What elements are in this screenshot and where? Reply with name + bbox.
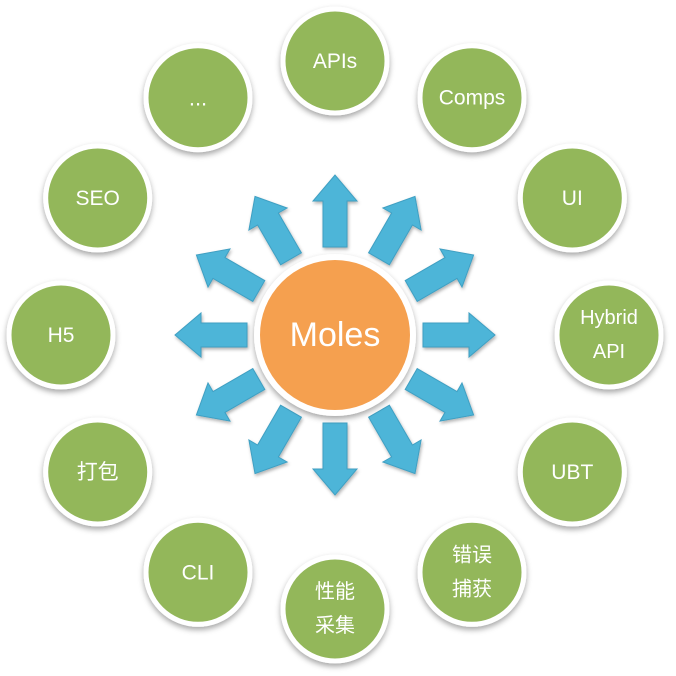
node-label-apis: APIs xyxy=(313,50,357,73)
node-circle-apis xyxy=(280,6,390,116)
arrow-seo xyxy=(195,248,266,303)
node-label-hybrid: Hybrid API xyxy=(580,307,638,363)
arrow-cli xyxy=(248,404,303,475)
arrow-perf xyxy=(311,422,359,496)
node-circle-error xyxy=(417,517,527,627)
node-label-error: 错误捕获 xyxy=(452,543,492,600)
node-comps: Comps xyxy=(417,43,527,153)
node-more: ... xyxy=(143,43,253,153)
arrow-pack xyxy=(195,367,266,422)
node-apis: APIs xyxy=(280,6,390,116)
node-circle-comps xyxy=(417,43,527,153)
node-label-pack: 打包 xyxy=(77,461,119,484)
node-label-cli: CLI xyxy=(182,561,215,584)
node-seo: SEO xyxy=(43,143,153,253)
arrows-layer xyxy=(174,174,496,496)
arrow-apis xyxy=(311,174,359,248)
arrow-more xyxy=(248,195,303,266)
node-label-h5: H5 xyxy=(48,324,75,347)
node-pack: 打包 xyxy=(43,417,153,527)
node-circle-seo xyxy=(43,143,153,253)
arrow-ui xyxy=(404,248,475,303)
node-hybrid: Hybrid API xyxy=(554,280,664,390)
node-circle-ui xyxy=(517,143,627,253)
node-ui: UI xyxy=(517,143,627,253)
node-circle-hybrid xyxy=(554,280,664,390)
arrow-comps xyxy=(367,195,422,266)
node-error: 错误捕获 xyxy=(417,517,527,627)
arrow-hybrid xyxy=(422,311,496,359)
arrow-h5 xyxy=(174,311,248,359)
node-cli: CLI xyxy=(143,517,253,627)
node-h5: H5 xyxy=(6,280,116,390)
node-circle-more xyxy=(143,43,253,153)
center-label: Moles xyxy=(290,316,381,354)
node-circle-h5 xyxy=(6,280,116,390)
node-circle-perf xyxy=(280,554,390,664)
arrow-ubt xyxy=(404,367,475,422)
node-circle-cli xyxy=(143,517,253,627)
node-label-comps: Comps xyxy=(439,86,506,109)
node-perf: 性能采集 xyxy=(280,554,390,664)
node-circle-pack xyxy=(43,417,153,527)
node-ubt: UBT xyxy=(517,417,627,527)
arrow-error xyxy=(367,404,422,475)
center-node: Moles xyxy=(254,254,416,416)
node-label-perf: 性能采集 xyxy=(315,580,355,637)
node-label-ubt: UBT xyxy=(551,461,593,484)
node-circle-ubt xyxy=(517,417,627,527)
node-label-seo: SEO xyxy=(76,187,120,210)
node-label-more: ... xyxy=(189,85,207,110)
center-circle xyxy=(254,254,416,416)
node-label-ui: UI xyxy=(562,187,583,210)
